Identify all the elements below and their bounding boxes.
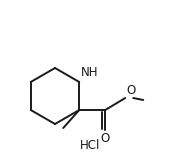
Text: NH: NH [81, 66, 99, 79]
Text: O: O [126, 84, 136, 97]
Text: O: O [101, 132, 110, 145]
Text: HCl: HCl [80, 139, 100, 152]
